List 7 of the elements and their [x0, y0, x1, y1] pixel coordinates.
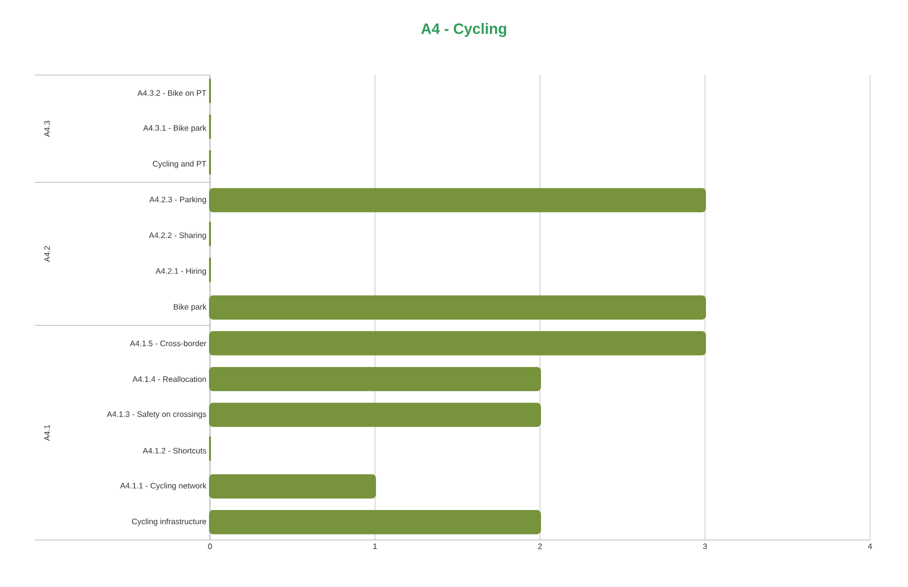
bar	[209, 510, 541, 534]
bar	[209, 474, 376, 498]
bar	[209, 402, 541, 427]
bar	[209, 295, 706, 320]
bar	[209, 366, 541, 392]
bar	[209, 331, 706, 356]
chart-title: A4 - Cycling	[421, 22, 506, 37]
